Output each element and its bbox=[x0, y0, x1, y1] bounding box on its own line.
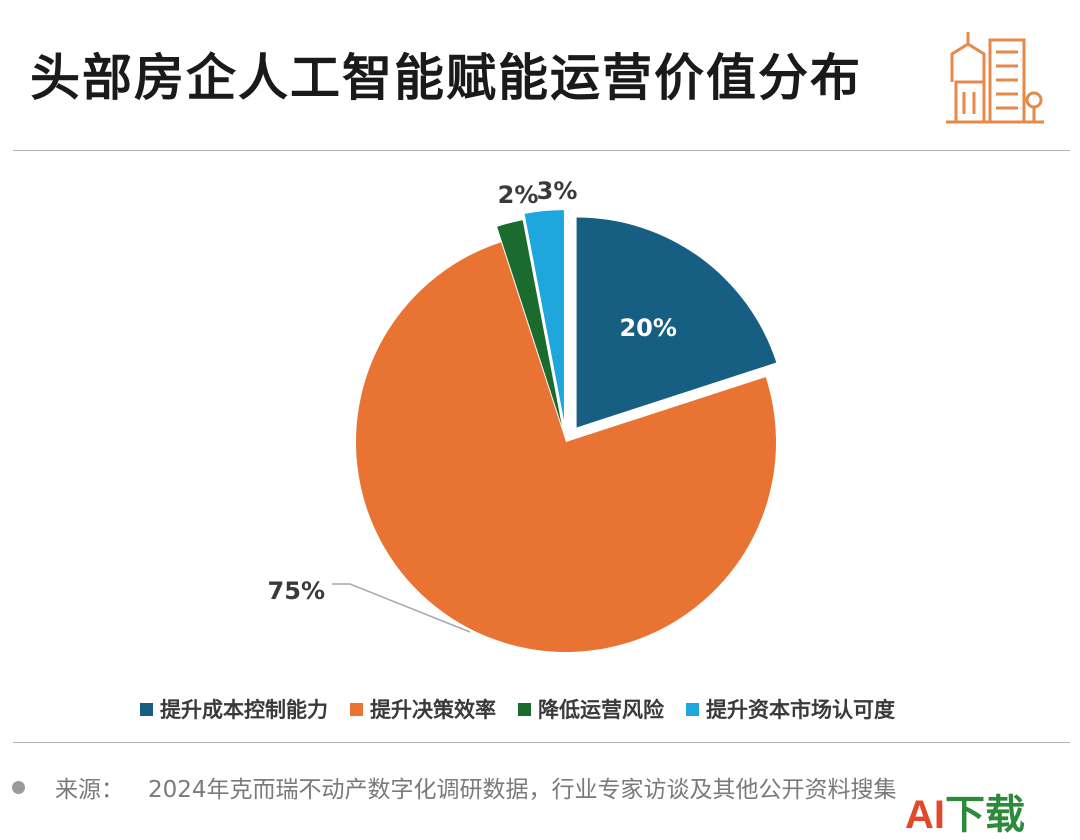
source-text: 2024年克而瑞不动产数字化调研数据，行业专家访谈及其他公开资料搜集 bbox=[148, 777, 897, 803]
source-note: 来源： 2024年克而瑞不动产数字化调研数据，行业专家访谈及其他公开资料搜集 bbox=[12, 770, 897, 804]
legend-label: 降低运营风险 bbox=[538, 698, 664, 722]
legend-swatch bbox=[518, 702, 531, 716]
legend-label: 提升成本控制能力 bbox=[160, 698, 328, 722]
legend-swatch bbox=[350, 702, 363, 716]
legend-item-risk: 降低运营风险 bbox=[518, 694, 664, 724]
legend-item-decision: 提升决策效率 bbox=[350, 694, 496, 724]
pie-slice bbox=[497, 220, 563, 427]
legend-item-cost: 提升成本控制能力 bbox=[140, 694, 328, 724]
pie-slice bbox=[524, 210, 564, 421]
watermark-rest: 下载 bbox=[945, 793, 1025, 837]
legend-item-capital: 提升资本市场认可度 bbox=[686, 694, 895, 724]
chart-title: 头部房企人工智能赋能运营价值分布 bbox=[30, 49, 862, 107]
legend-label: 提升资本市场认可度 bbox=[706, 698, 895, 722]
pie-chart: 20% 75% 2%3% bbox=[268, 177, 777, 652]
watermark-logo: AI下载 bbox=[905, 782, 1025, 840]
chart-legend: 提升成本控制能力 提升决策效率 降低运营风险 提升资本市场认可度 bbox=[140, 694, 917, 724]
legend-label: 提升决策效率 bbox=[370, 698, 496, 722]
legend-swatch bbox=[686, 702, 699, 716]
data-label: 3% bbox=[537, 177, 578, 205]
source-label: 来源： bbox=[55, 777, 124, 803]
pie-slice bbox=[356, 242, 777, 652]
data-label: 2% bbox=[498, 181, 539, 209]
pie-slice bbox=[576, 217, 777, 428]
bullet-dot-icon bbox=[12, 780, 25, 794]
watermark-ai: AI bbox=[905, 793, 945, 837]
data-label: 75% bbox=[268, 577, 325, 605]
legend-swatch bbox=[140, 702, 153, 716]
footer-divider bbox=[13, 742, 1070, 743]
header-divider bbox=[13, 150, 1070, 151]
data-label: 20% bbox=[619, 314, 676, 342]
leader-line bbox=[332, 583, 471, 633]
city-buildings-icon bbox=[946, 32, 1044, 124]
